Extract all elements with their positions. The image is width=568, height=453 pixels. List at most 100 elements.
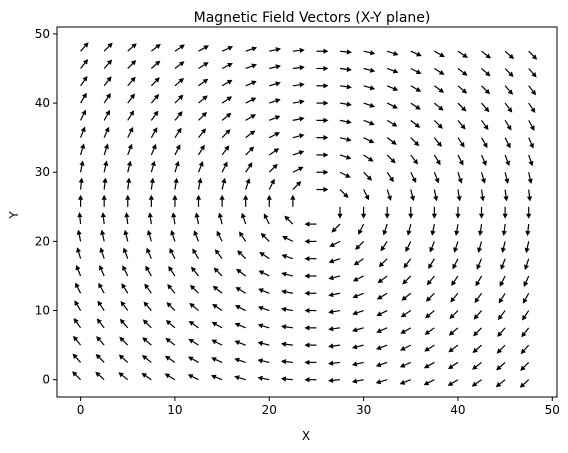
vector-arrow (410, 154, 418, 165)
vector-arrow (125, 194, 131, 207)
vector-arrow (328, 360, 341, 366)
vector-arrow (502, 206, 508, 219)
vector-arrow (75, 264, 82, 277)
x-tick-label: 10 (167, 403, 182, 417)
vector-arrow (528, 120, 535, 131)
vector-arrow (103, 126, 110, 138)
vector-arrow (188, 356, 199, 363)
vector-arrow (221, 45, 234, 52)
vector-arrow (448, 327, 459, 336)
vector-arrow (221, 145, 230, 156)
vector-arrow (528, 154, 534, 167)
vector-arrow (268, 132, 280, 139)
vector-arrow (400, 310, 412, 318)
vector-arrow (102, 177, 108, 190)
vector-arrow (80, 42, 89, 52)
vector-arrow (339, 101, 352, 107)
vector-arrow (73, 335, 82, 346)
vector-arrow (127, 143, 133, 156)
vector-arrow (456, 189, 462, 202)
vector-arrow (120, 300, 129, 311)
vector-arrow (455, 206, 461, 219)
x-tick-label: 50 (545, 403, 560, 417)
y-axis-label: Y (7, 211, 21, 220)
vector-arrow (194, 212, 200, 225)
vector-arrow (165, 337, 176, 346)
vector-arrow (352, 327, 364, 333)
vector-arrow (103, 143, 109, 156)
vector-arrow (147, 212, 153, 225)
vector-arrow (457, 154, 464, 166)
vector-arrow (376, 292, 388, 300)
vector-arrow (433, 137, 442, 148)
vector-arrow (221, 96, 233, 104)
vector-arrow (339, 189, 349, 199)
vector-arrow (363, 119, 375, 126)
vector-arrow (269, 98, 281, 104)
vector-arrow (76, 229, 82, 242)
vector-arrow (143, 301, 152, 311)
vector-arrow (519, 379, 530, 388)
vector-arrow (429, 241, 435, 253)
vector-arrow (363, 154, 374, 162)
vector-arrow (434, 85, 445, 93)
vector-arrow (290, 194, 296, 207)
vector-arrow (164, 373, 176, 381)
vector-arrow (234, 340, 246, 346)
vector-arrow (142, 319, 152, 329)
vector-arrow (375, 361, 388, 368)
vector-arrow (281, 254, 294, 260)
vector-arrow (280, 341, 293, 347)
vector-arrow (245, 146, 255, 156)
x-tick-label: 30 (356, 403, 371, 417)
vector-arrow (410, 137, 420, 147)
vector-arrow (504, 154, 511, 167)
vector-arrow (198, 78, 209, 87)
x-tick-label: 20 (262, 403, 277, 417)
vector-arrow (504, 50, 515, 60)
vector-arrow (528, 50, 538, 60)
vector-arrow (260, 232, 270, 242)
vector-arrow (339, 136, 352, 142)
vector-arrow (410, 67, 422, 74)
vector-arrow (172, 194, 178, 207)
vector-arrow (400, 344, 412, 351)
vector-arrow (245, 114, 256, 121)
vector-arrow (126, 160, 132, 173)
vector-arrow (457, 85, 468, 94)
vector-arrow (471, 379, 482, 387)
vector-arrow (236, 268, 247, 277)
vector-arrow (103, 42, 113, 52)
vector-arrow (479, 189, 486, 202)
vector-arrow (328, 343, 341, 349)
vector-arrow (169, 247, 176, 259)
vector-arrow (524, 258, 530, 271)
vector-arrow (528, 137, 534, 149)
vector-arrow (328, 258, 341, 264)
vector-arrow (304, 256, 317, 262)
vector-arrow (450, 292, 459, 303)
vector-arrow (150, 77, 160, 87)
vector-arrow (192, 248, 200, 259)
vector-arrow (188, 320, 199, 329)
vector-arrow (97, 300, 105, 311)
vector-arrow (386, 67, 399, 74)
vector-arrow (457, 102, 467, 112)
vector-arrow (504, 137, 511, 149)
vector-arrow (235, 287, 246, 294)
vector-arrow (424, 327, 435, 335)
vector-arrow (173, 177, 179, 190)
y-tick-label: 40 (35, 96, 50, 110)
vector-arrow (496, 344, 506, 354)
y-tick-label: 50 (35, 27, 50, 41)
vector-arrow (99, 247, 105, 259)
vector-arrow (447, 379, 459, 386)
vector-arrow (198, 128, 207, 139)
vector-arrow (145, 265, 152, 277)
vector-arrow (520, 361, 530, 371)
vector-arrow (150, 143, 157, 156)
vector-arrow (119, 336, 129, 346)
vector-arrow (221, 112, 232, 121)
vector-arrow (122, 247, 129, 259)
vector-arrow (146, 247, 152, 259)
